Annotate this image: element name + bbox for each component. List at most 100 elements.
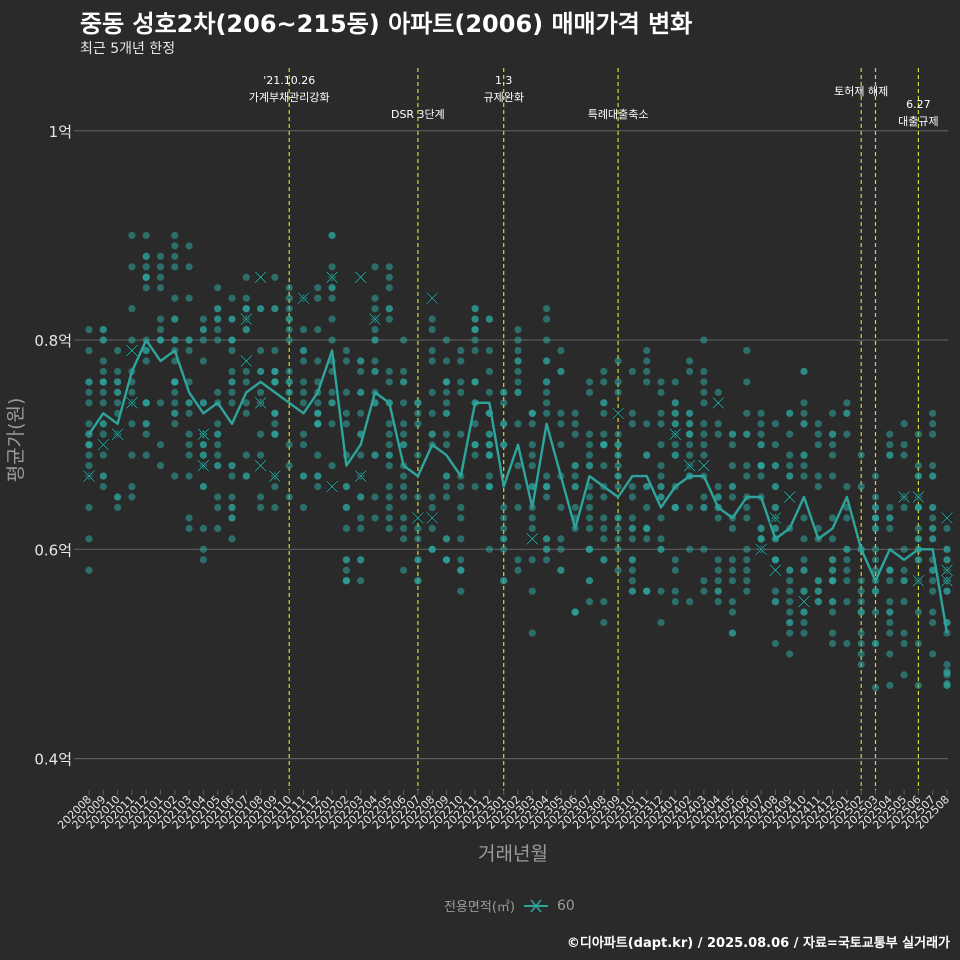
scatter-point xyxy=(843,430,851,438)
scatter-point xyxy=(843,566,851,574)
scatter-point xyxy=(700,451,708,459)
x-marker xyxy=(769,563,782,577)
scatter-point xyxy=(571,608,579,616)
scatter-point xyxy=(686,451,694,459)
x-marker-stroke xyxy=(240,313,253,325)
scatter-point xyxy=(314,420,322,428)
scatter-point xyxy=(285,284,293,292)
scatter-point xyxy=(914,503,923,512)
x-marker xyxy=(669,427,682,441)
scatter-point xyxy=(485,441,493,449)
scatter-point xyxy=(657,482,665,491)
x-axis-title: 거래년월 xyxy=(478,843,548,865)
scatter-point xyxy=(242,367,250,376)
scatter-point xyxy=(371,493,379,501)
scatter-point xyxy=(442,357,451,365)
scatter-point xyxy=(857,608,865,616)
scatter-point xyxy=(385,263,393,271)
x-marker xyxy=(912,574,925,588)
scatter-point xyxy=(543,482,551,491)
scatter-point xyxy=(514,420,522,428)
scatter-point xyxy=(428,346,436,355)
scatter-point xyxy=(657,420,665,428)
scatter-point xyxy=(371,357,379,365)
scatter-point xyxy=(757,524,765,533)
scatter-point xyxy=(285,441,293,449)
x-marker xyxy=(125,396,139,410)
scatter-point xyxy=(814,598,822,606)
scatter-point xyxy=(185,451,193,459)
scatter-point xyxy=(442,409,451,417)
scatter-point xyxy=(271,378,279,386)
scatter-point xyxy=(342,566,350,574)
scatter-point xyxy=(886,618,894,627)
scatter-point xyxy=(585,598,594,606)
scatter-point xyxy=(643,367,651,376)
scatter-point xyxy=(114,493,122,501)
scatter-point xyxy=(285,325,293,334)
scatter-point xyxy=(442,336,451,344)
scatter-point xyxy=(728,577,737,585)
scatter-point xyxy=(428,315,436,323)
scatter-point xyxy=(371,514,379,522)
scatter-point xyxy=(185,263,193,271)
scatter-point xyxy=(442,482,451,491)
scatter-point xyxy=(442,472,451,480)
x-marker-stroke xyxy=(412,512,424,524)
scatter-point xyxy=(299,388,308,396)
scatter-point xyxy=(428,545,436,553)
scatter-point xyxy=(242,305,250,313)
scatter-point xyxy=(228,315,236,323)
scatter-point xyxy=(400,524,408,533)
scatter-point xyxy=(99,325,107,334)
scatter-point xyxy=(299,378,308,386)
scatter-point xyxy=(357,524,365,533)
scatter-point xyxy=(85,462,93,470)
scatter-point xyxy=(643,357,651,365)
scatter-point xyxy=(400,472,408,480)
scatter-point xyxy=(400,420,408,428)
scatter-point xyxy=(800,618,808,627)
scatter-point xyxy=(528,409,536,417)
scatter-point xyxy=(628,482,637,491)
scatter-point xyxy=(156,462,165,470)
scatter-point xyxy=(614,472,622,480)
scatter-point xyxy=(85,378,93,386)
scatter-point xyxy=(299,503,308,512)
scatter-point xyxy=(414,556,422,564)
x-marker xyxy=(97,438,110,451)
scatter-point xyxy=(600,493,608,501)
scatter-point xyxy=(457,346,465,355)
scatter-point xyxy=(800,367,808,376)
scatter-point xyxy=(400,378,408,386)
scatter-point xyxy=(99,388,107,396)
scatter-point xyxy=(342,388,350,396)
scatter-point xyxy=(743,346,751,355)
scatter-point xyxy=(371,263,379,271)
scatter-point xyxy=(800,629,808,637)
scatter-point xyxy=(914,524,923,533)
x-marker xyxy=(325,480,339,493)
scatter-point xyxy=(442,430,451,438)
scatter-point xyxy=(457,388,465,396)
scatter-point xyxy=(385,305,393,313)
scatter-point xyxy=(185,409,193,417)
scatter-point xyxy=(929,462,937,470)
scatter-point xyxy=(585,430,594,438)
scatter-point xyxy=(414,577,422,585)
scatter-point xyxy=(929,503,937,512)
event-label: '21.10.26 xyxy=(263,74,315,87)
scatter-point xyxy=(142,231,150,240)
scatter-point xyxy=(743,462,751,470)
scatter-point xyxy=(886,514,894,522)
scatter-point xyxy=(385,430,393,438)
scatter-point xyxy=(228,294,236,302)
scatter-point xyxy=(385,284,393,292)
scatter-point xyxy=(814,577,822,585)
scatter-point xyxy=(757,535,765,543)
scatter-point xyxy=(743,503,751,512)
scatter-point xyxy=(714,556,722,564)
scatter-point xyxy=(543,336,551,344)
scatter-point xyxy=(829,430,837,438)
